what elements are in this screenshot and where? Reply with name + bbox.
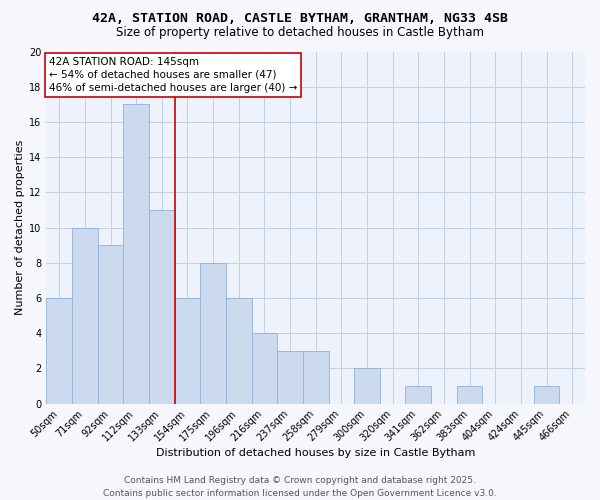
Text: Size of property relative to detached houses in Castle Bytham: Size of property relative to detached ho… <box>116 26 484 39</box>
Bar <box>251 333 277 404</box>
Bar <box>124 104 149 404</box>
Bar <box>354 368 380 404</box>
Bar <box>303 351 329 404</box>
Bar <box>277 351 303 404</box>
Bar <box>175 298 200 404</box>
X-axis label: Distribution of detached houses by size in Castle Bytham: Distribution of detached houses by size … <box>156 448 475 458</box>
Bar <box>457 386 482 404</box>
Bar <box>534 386 559 404</box>
Bar <box>149 210 175 404</box>
Text: 42A, STATION ROAD, CASTLE BYTHAM, GRANTHAM, NG33 4SB: 42A, STATION ROAD, CASTLE BYTHAM, GRANTH… <box>92 12 508 26</box>
Y-axis label: Number of detached properties: Number of detached properties <box>15 140 25 315</box>
Bar <box>226 298 251 404</box>
Bar <box>200 262 226 404</box>
Bar <box>98 245 124 404</box>
Bar <box>46 298 72 404</box>
Text: Contains HM Land Registry data © Crown copyright and database right 2025.
Contai: Contains HM Land Registry data © Crown c… <box>103 476 497 498</box>
Bar <box>72 228 98 404</box>
Bar <box>406 386 431 404</box>
Text: 42A STATION ROAD: 145sqm
← 54% of detached houses are smaller (47)
46% of semi-d: 42A STATION ROAD: 145sqm ← 54% of detach… <box>49 57 298 93</box>
